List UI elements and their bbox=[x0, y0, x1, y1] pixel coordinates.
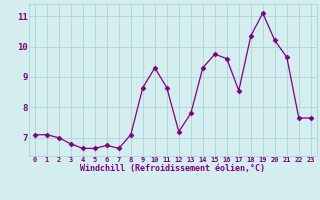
X-axis label: Windchill (Refroidissement éolien,°C): Windchill (Refroidissement éolien,°C) bbox=[80, 164, 265, 173]
